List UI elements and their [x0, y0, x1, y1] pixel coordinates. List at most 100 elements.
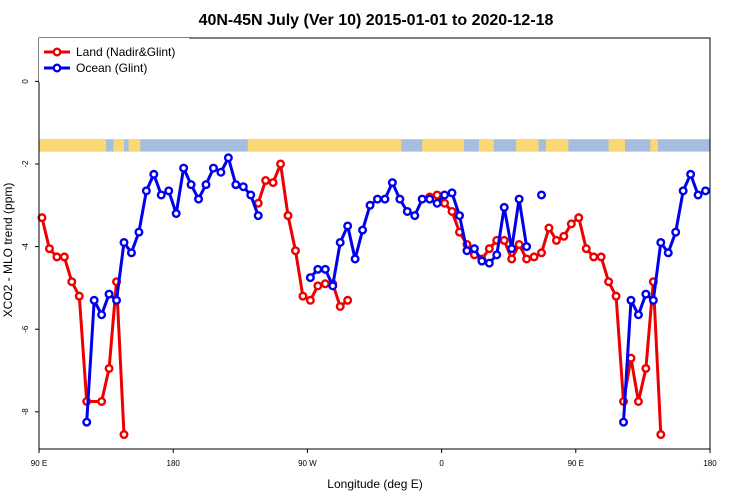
- data-point: [104, 363, 114, 373]
- data-point: [320, 279, 330, 289]
- land-band: [113, 139, 124, 152]
- data-point: [581, 244, 591, 254]
- data-point: [261, 176, 271, 186]
- x-tick-label: 90 E: [568, 459, 584, 468]
- data-point: [551, 235, 561, 245]
- data-point: [529, 252, 539, 262]
- data-point: [283, 211, 293, 221]
- data-point: [313, 264, 323, 274]
- data-point: [201, 180, 211, 190]
- land-band: [247, 139, 402, 152]
- land-band: [608, 139, 626, 152]
- land-band: [516, 139, 539, 152]
- data-point: [290, 246, 300, 256]
- y-axis-label: XCO2 - MLO trend (ppm): [1, 183, 15, 318]
- chart-title: 40N-45N July (Ver 10) 2015-01-01 to 2020…: [199, 12, 554, 29]
- data-point: [514, 194, 524, 204]
- data-point: [507, 244, 517, 254]
- legend-marker: [52, 63, 62, 73]
- data-point: [440, 198, 450, 208]
- data-point: [276, 159, 286, 169]
- data-point: [432, 198, 442, 208]
- data-point: [566, 219, 576, 229]
- legend-label: Ocean (Glint): [76, 61, 147, 75]
- data-point: [559, 231, 569, 241]
- data-point: [604, 277, 614, 287]
- data-point: [335, 301, 345, 311]
- data-point: [484, 244, 494, 254]
- data-point: [156, 190, 166, 200]
- data-point: [305, 295, 315, 305]
- data-point: [298, 291, 308, 301]
- land-band: [545, 139, 569, 152]
- data-point: [253, 211, 263, 221]
- data-point: [626, 295, 636, 305]
- y-tick-label: -6: [21, 325, 30, 333]
- data-point: [537, 190, 547, 200]
- series-layer: [37, 153, 711, 440]
- x-tick-label: 90 E: [31, 459, 47, 468]
- data-point: [387, 178, 397, 188]
- legend: Land (Nadir&Glint) Ocean (Glint): [44, 45, 175, 75]
- data-point: [537, 248, 547, 258]
- y-tick-label: -8: [21, 408, 30, 416]
- data-point: [641, 289, 651, 299]
- data-point: [641, 363, 651, 373]
- data-point: [112, 295, 122, 305]
- data-point: [574, 213, 584, 223]
- data-point: [589, 252, 599, 262]
- data-point: [492, 250, 502, 260]
- data-point: [82, 417, 92, 427]
- data-point: [179, 163, 189, 173]
- land-band: [478, 139, 494, 152]
- data-point: [238, 182, 248, 192]
- data-point: [149, 169, 159, 179]
- data-point: [141, 186, 151, 196]
- legend-label: Land (Nadir&Glint): [76, 45, 175, 59]
- data-point: [462, 246, 472, 256]
- data-point: [499, 235, 509, 245]
- data-point: [701, 186, 711, 196]
- x-axis: 90 E 180 90 W 0 90 E 180: [31, 449, 717, 468]
- data-point: [395, 194, 405, 204]
- data-point: [350, 254, 360, 264]
- data-point: [432, 190, 442, 200]
- data-point: [596, 252, 606, 262]
- data-point: [693, 190, 703, 200]
- data-point: [380, 194, 390, 204]
- data-point: [37, 213, 47, 223]
- land-band: [422, 139, 464, 152]
- data-point: [320, 264, 330, 274]
- data-point: [454, 211, 464, 221]
- data-point: [59, 252, 69, 262]
- x-tick-label: 180: [167, 459, 181, 468]
- data-point: [619, 417, 629, 427]
- data-point: [208, 163, 218, 173]
- data-point: [440, 190, 450, 200]
- y-tick-label: 0: [21, 79, 30, 84]
- data-point: [656, 237, 666, 247]
- y-tick-label: -2: [21, 160, 30, 168]
- data-point: [164, 186, 174, 196]
- data-point: [67, 277, 77, 287]
- data-point: [171, 209, 181, 219]
- x-axis-label: Longitude (deg E): [327, 477, 422, 491]
- land-ocean-strip: [39, 139, 710, 152]
- data-point: [328, 281, 338, 291]
- data-point: [648, 295, 658, 305]
- data-point: [104, 289, 114, 299]
- data-point: [246, 190, 256, 200]
- plot-frame: [38, 37, 711, 450]
- legend-box: [39, 38, 189, 82]
- data-point: [686, 169, 696, 179]
- data-point: [507, 254, 517, 264]
- data-point: [97, 396, 107, 406]
- data-point: [656, 430, 666, 440]
- data-point: [52, 252, 62, 262]
- data-point: [477, 256, 487, 266]
- data-point: [119, 430, 129, 440]
- data-point: [633, 310, 643, 320]
- series-line: [85, 156, 260, 423]
- data-point: [425, 194, 435, 204]
